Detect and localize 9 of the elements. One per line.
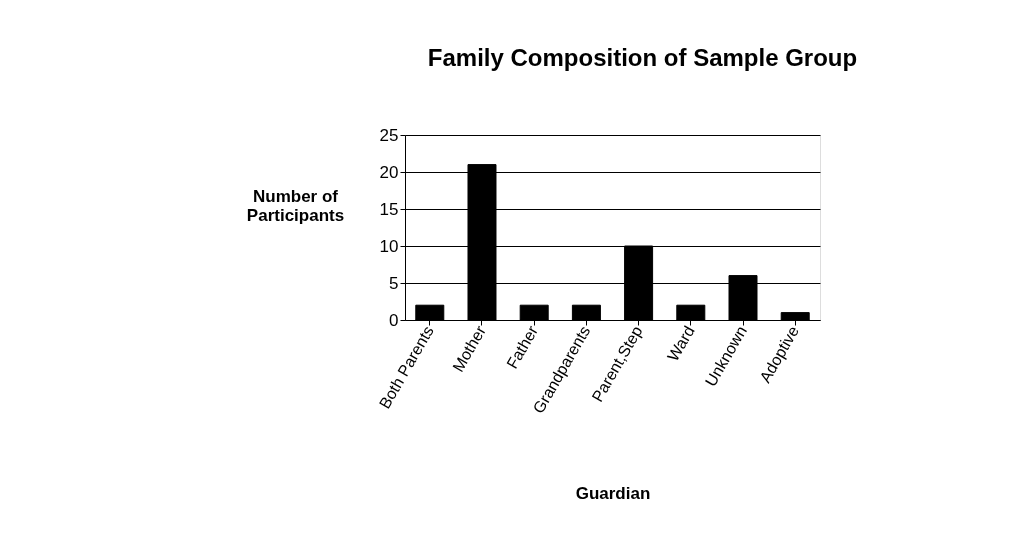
y-tick-label: 25 bbox=[379, 125, 399, 145]
y-tick-label: 0 bbox=[389, 310, 399, 330]
chart-title: Family Composition of Sample Group bbox=[427, 44, 858, 71]
y-tick-label: 10 bbox=[379, 236, 399, 256]
y-tick-label: 15 bbox=[379, 199, 399, 219]
x-axis-title: Guardian bbox=[575, 484, 651, 504]
y-tick-label: 20 bbox=[379, 162, 399, 182]
y-axis-title: Number of Participants bbox=[246, 186, 345, 225]
y-tick-label: 5 bbox=[389, 273, 399, 293]
